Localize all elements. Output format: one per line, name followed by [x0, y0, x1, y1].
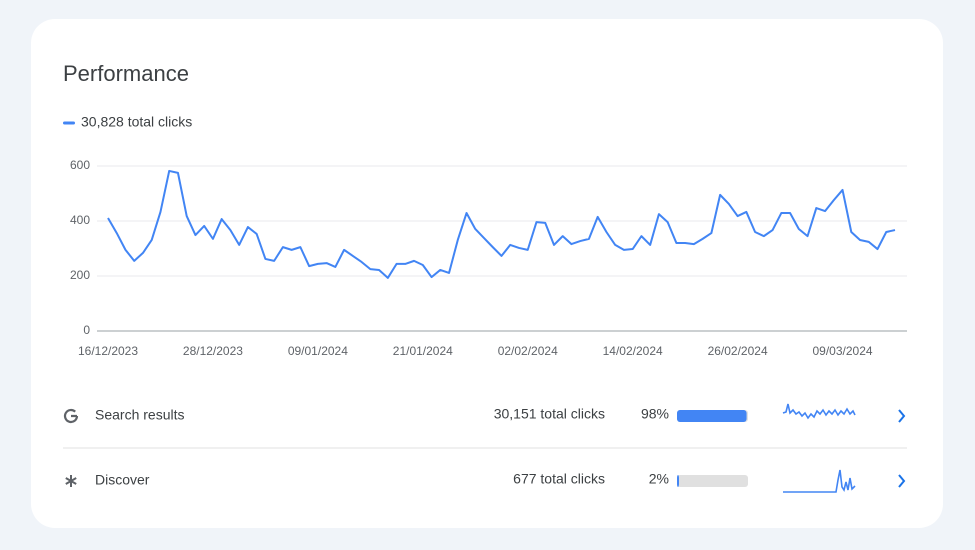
sparkline	[782, 403, 856, 420]
x-tick-label: 02/02/2024	[498, 344, 558, 358]
chevron[interactable]	[898, 474, 906, 488]
discover-icon	[65, 475, 77, 487]
legend-swatch	[63, 121, 75, 125]
row-clicks: 677 total clicks	[513, 471, 605, 487]
title: Performance	[63, 61, 189, 86]
x-tick-label: 26/02/2024	[708, 344, 768, 358]
row-label: Discover	[95, 472, 150, 488]
card	[31, 19, 943, 528]
share-bar	[677, 475, 679, 487]
x-tick-label: 09/01/2024	[288, 344, 348, 358]
google-icon	[63, 408, 79, 424]
x-tick-label: 09/03/2024	[813, 344, 873, 358]
y-tick-label: 200	[70, 268, 90, 282]
y-tick-label: 600	[70, 158, 90, 172]
x-tick-label: 16/12/2023	[78, 344, 138, 358]
row-share: 98%	[641, 406, 669, 422]
y-tick-label: 0	[83, 323, 90, 337]
line	[107, 169, 896, 279]
row-label: Search results	[95, 407, 184, 423]
x-tick-label: 28/12/2023	[183, 344, 243, 358]
row-share: 2%	[649, 471, 669, 487]
x-tick-label: 21/01/2024	[393, 344, 453, 358]
chevron[interactable]	[898, 409, 906, 423]
share-bar	[677, 410, 747, 422]
share-track	[677, 475, 748, 487]
legend-label: 30,828 total clicks	[81, 114, 192, 130]
sparkline	[783, 469, 856, 493]
row-clicks: 30,151 total clicks	[494, 406, 605, 422]
y-tick-label: 400	[70, 213, 90, 227]
x-tick-label: 14/02/2024	[603, 344, 663, 358]
